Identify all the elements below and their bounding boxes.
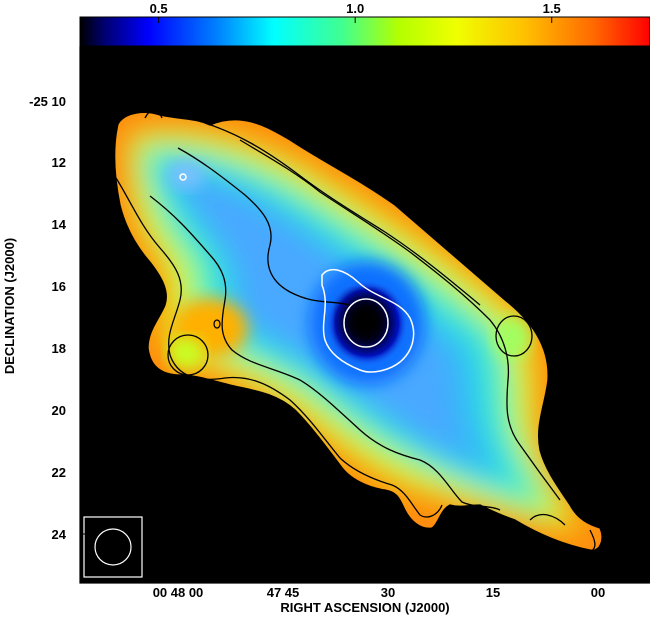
x-tick-label: 47 45 bbox=[267, 585, 300, 600]
contours-dark bbox=[114, 109, 603, 553]
x-axis-label: RIGHT ASCENSION (J2000) bbox=[280, 600, 449, 615]
x-tick-label: 00 48 00 bbox=[153, 585, 204, 600]
y-tick-label: 12 bbox=[52, 155, 66, 170]
colorbar-tick-label: 1.5 bbox=[543, 1, 561, 16]
emission-map bbox=[114, 109, 603, 553]
y-tick-label: 14 bbox=[52, 217, 67, 232]
y-axis-ticks: -25 10 12 14 16 18 20 22 24 bbox=[29, 94, 650, 542]
colorbar: 0.5 1.0 1.5 bbox=[79, 1, 650, 47]
colorbar-tick-label: 1.0 bbox=[346, 1, 364, 16]
y-tick-label: 18 bbox=[52, 341, 66, 356]
y-axis-label: DECLINATION (J2000) bbox=[2, 238, 17, 374]
y-tick-label: 20 bbox=[52, 403, 66, 418]
colorbar-ticks: 0.5 1.0 1.5 bbox=[150, 1, 561, 23]
x-tick-label: 00 bbox=[591, 585, 605, 600]
x-tick-label: 15 bbox=[486, 585, 500, 600]
x-axis-ticks: 00 48 00 47 45 30 15 00 bbox=[153, 575, 605, 600]
colorbar-tick-label: 0.5 bbox=[150, 1, 168, 16]
y-tick-label: 24 bbox=[52, 527, 67, 542]
plot-frame bbox=[79, 46, 650, 584]
y-tick-label: 16 bbox=[52, 279, 66, 294]
x-tick-label: 30 bbox=[381, 585, 395, 600]
colorbar-gradient bbox=[79, 16, 650, 47]
y-tick-label: -25 10 bbox=[29, 94, 66, 109]
contours-light bbox=[179, 173, 415, 373]
beam-indicator bbox=[83, 516, 143, 578]
y-tick-label: 22 bbox=[52, 465, 66, 480]
